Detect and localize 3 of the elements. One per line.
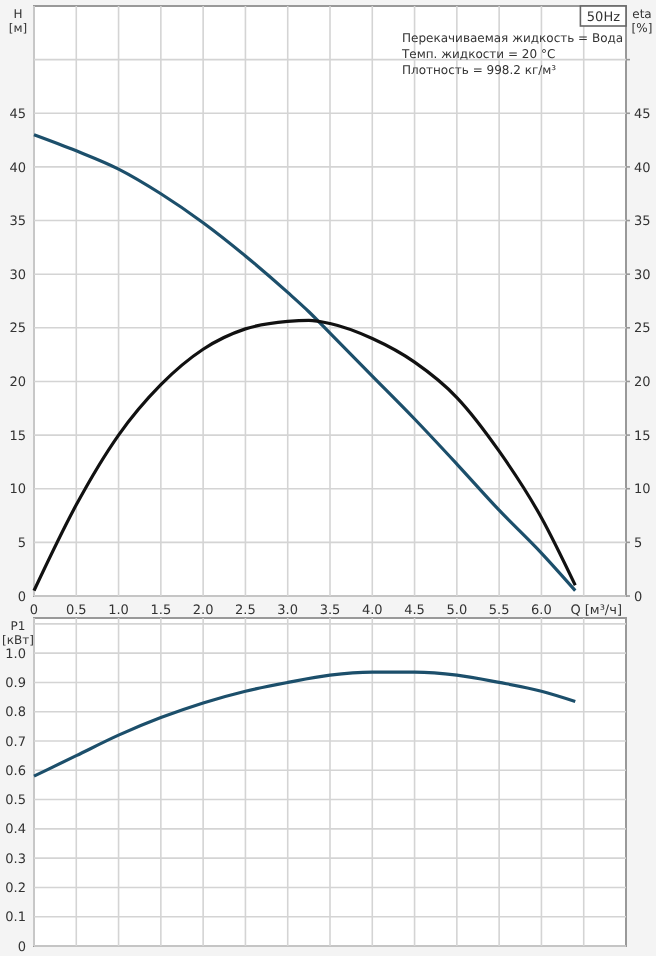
line-series: [32, 670, 577, 778]
line-series: [32, 133, 577, 593]
line-series: [32, 318, 577, 593]
